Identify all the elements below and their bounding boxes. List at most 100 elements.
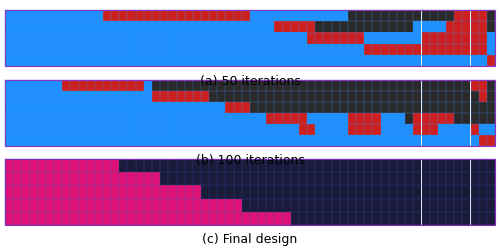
Bar (250, 80, 258, 91)
Bar (364, 10, 372, 21)
Bar (274, 55, 282, 66)
Bar (226, 172, 234, 185)
Bar (340, 80, 348, 91)
Bar (5, 80, 13, 91)
Bar (103, 124, 111, 135)
Bar (152, 185, 160, 198)
Bar (54, 102, 62, 113)
Bar (478, 55, 487, 66)
Bar (160, 198, 168, 212)
Bar (46, 21, 54, 32)
Bar (13, 21, 22, 32)
Bar (136, 198, 144, 212)
Bar (128, 55, 136, 66)
Bar (152, 32, 160, 44)
Bar (307, 113, 316, 124)
Bar (22, 113, 30, 124)
Bar (430, 135, 438, 146)
Bar (168, 135, 176, 146)
Bar (144, 10, 152, 21)
Bar (78, 124, 86, 135)
Bar (30, 135, 38, 146)
Bar (78, 32, 86, 44)
Bar (111, 102, 120, 113)
Bar (307, 21, 316, 32)
Bar (372, 172, 380, 185)
Bar (54, 212, 62, 225)
Bar (340, 10, 348, 21)
Bar (46, 113, 54, 124)
Bar (242, 80, 250, 91)
Bar (160, 80, 168, 91)
Bar (218, 32, 226, 44)
Bar (454, 102, 462, 113)
Bar (478, 21, 487, 32)
Bar (209, 124, 218, 135)
Bar (299, 55, 307, 66)
Bar (438, 80, 446, 91)
Bar (291, 159, 299, 172)
Bar (332, 113, 340, 124)
Bar (152, 80, 160, 91)
Bar (282, 159, 291, 172)
Bar (389, 124, 397, 135)
Bar (250, 198, 258, 212)
Bar (218, 198, 226, 212)
Bar (218, 172, 226, 185)
Bar (291, 135, 299, 146)
Bar (430, 124, 438, 135)
Bar (446, 10, 454, 21)
Bar (226, 21, 234, 32)
Bar (332, 172, 340, 185)
Bar (201, 124, 209, 135)
Bar (30, 80, 38, 91)
Bar (86, 55, 95, 66)
Bar (380, 159, 389, 172)
Bar (86, 198, 95, 212)
Bar (397, 113, 405, 124)
Bar (389, 159, 397, 172)
Bar (282, 113, 291, 124)
Bar (22, 172, 30, 185)
Bar (348, 185, 356, 198)
Bar (438, 102, 446, 113)
Bar (234, 185, 242, 198)
Bar (234, 10, 242, 21)
Bar (332, 102, 340, 113)
Bar (5, 159, 495, 225)
Bar (430, 185, 438, 198)
Bar (307, 124, 316, 135)
Bar (201, 159, 209, 172)
Bar (397, 212, 405, 225)
Bar (372, 44, 380, 55)
Bar (136, 172, 144, 185)
Bar (454, 135, 462, 146)
Bar (78, 113, 86, 124)
Bar (184, 113, 193, 124)
Bar (13, 80, 22, 91)
Bar (103, 102, 111, 113)
Bar (462, 44, 470, 55)
Bar (218, 113, 226, 124)
Bar (38, 185, 46, 198)
Bar (176, 102, 184, 113)
Bar (103, 44, 111, 55)
Bar (470, 32, 478, 44)
Bar (446, 212, 454, 225)
Bar (13, 113, 22, 124)
Bar (144, 135, 152, 146)
Bar (193, 113, 201, 124)
Bar (414, 44, 422, 55)
Bar (487, 44, 495, 55)
Bar (168, 80, 176, 91)
Bar (299, 80, 307, 91)
Bar (176, 44, 184, 55)
Bar (176, 124, 184, 135)
Bar (103, 113, 111, 124)
Bar (5, 55, 13, 66)
Bar (144, 124, 152, 135)
Bar (218, 21, 226, 32)
Bar (405, 113, 413, 124)
Bar (86, 91, 95, 102)
Bar (324, 212, 332, 225)
